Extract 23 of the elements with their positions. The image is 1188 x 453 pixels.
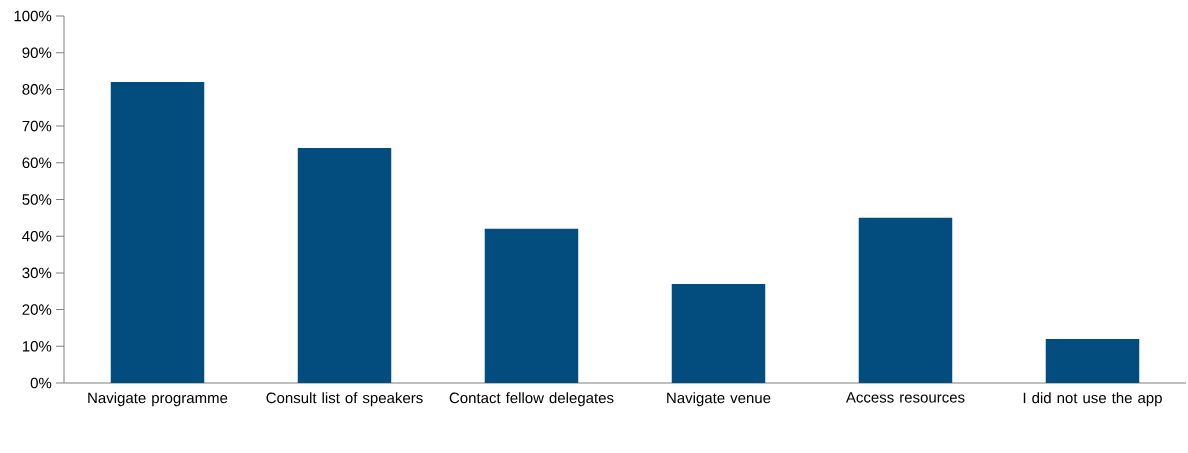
y-tick-label: 90% <box>22 47 52 58</box>
x-tick-label: Contact fellow delegates <box>449 392 614 407</box>
x-tick-label: Navigate venue <box>667 392 771 407</box>
bar <box>1045 338 1140 383</box>
y-tick-label: 50% <box>22 194 52 205</box>
y-tick-label: 80% <box>22 84 52 95</box>
x-tick-label: Consult list of speakers <box>266 392 423 407</box>
bar <box>671 283 766 383</box>
x-tick-label: I did not use the app <box>1023 392 1162 407</box>
y-tick-label: 20% <box>22 304 52 315</box>
bar <box>484 228 579 383</box>
bar <box>110 82 205 383</box>
y-tick-label: 60% <box>22 157 52 169</box>
y-tick-label: 30% <box>22 267 52 279</box>
y-tick-label: 10% <box>22 340 52 352</box>
bar <box>297 148 392 383</box>
y-tick-label: 0% <box>30 377 52 389</box>
bar <box>858 217 953 383</box>
y-tick-label: 70% <box>22 120 52 132</box>
y-tick-label: 100% <box>14 10 52 22</box>
y-tick-label: 40% <box>22 230 52 242</box>
x-tick-label: Access resources <box>845 392 965 403</box>
x-tick-label: Navigate programme <box>88 392 228 407</box>
